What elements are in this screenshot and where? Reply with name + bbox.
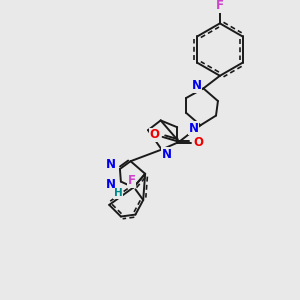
Text: N: N	[106, 178, 116, 191]
Text: O: O	[194, 136, 203, 149]
Text: N: N	[192, 79, 202, 92]
Text: F: F	[128, 174, 136, 187]
Text: N: N	[189, 122, 199, 135]
Text: H: H	[114, 188, 122, 198]
Text: N: N	[161, 148, 172, 161]
Text: F: F	[216, 0, 224, 12]
Text: N: N	[106, 158, 116, 171]
Text: O: O	[150, 128, 160, 142]
